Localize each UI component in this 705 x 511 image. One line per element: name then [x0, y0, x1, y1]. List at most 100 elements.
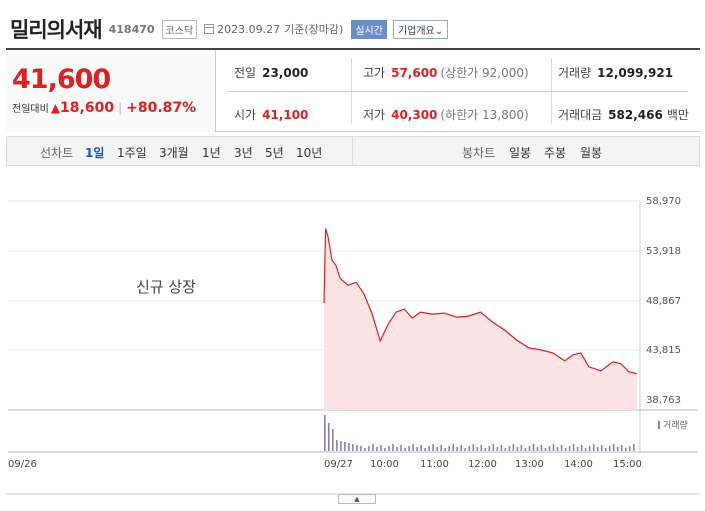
stock-name[interactable]: 밀리의서재 [10, 18, 103, 42]
tab-3y[interactable]: 3년 [234, 146, 253, 160]
volume-bar [424, 448, 426, 451]
volume-bar [488, 446, 491, 451]
volume-bar [620, 445, 623, 451]
tab-monthly[interactable]: 월봉 [580, 146, 603, 160]
realtime-button[interactable]: 실시간 [351, 19, 387, 39]
tab-1w[interactable]: 1주일 [117, 146, 147, 160]
volume-bar [324, 415, 326, 451]
price-basis: 기준(장마감) [284, 23, 344, 36]
y-tick-label: 53,918 [646, 246, 681, 257]
volume-bar [476, 447, 479, 451]
divider [228, 91, 688, 92]
y-tick-label: 58,970 [646, 196, 681, 207]
volume-bar [540, 445, 543, 451]
volume-bar [360, 446, 362, 451]
volume-bar [468, 446, 471, 451]
tab-5y[interactable]: 5년 [265, 146, 284, 160]
volume-bar [444, 448, 446, 451]
x-tick-label: 09/27 [324, 459, 353, 470]
tab-1y[interactable]: 1년 [202, 146, 221, 160]
tab-1d[interactable]: 1일 [85, 146, 105, 160]
volume-bar [564, 448, 567, 451]
volume-bar [608, 446, 611, 451]
volume-bar [368, 446, 370, 451]
volume-bar [536, 447, 539, 451]
change-line: 전일대비 ▲ 18,600 | +80.87% [12, 100, 196, 116]
volume-bar [388, 446, 390, 451]
volume-bar [480, 445, 483, 451]
tab-3m[interactable]: 3개월 [159, 146, 189, 160]
volume-bar [380, 445, 382, 451]
line-chart-label: 선차트 [40, 146, 74, 160]
volume-bar [596, 447, 599, 451]
y-tick-label: 48,867 [646, 296, 681, 307]
volume-bar [616, 447, 619, 451]
calendar-icon [204, 24, 215, 34]
chart-period-tabs: 선차트 1일 1주일 3개월 1년 3년 5년 10년 봉차트 일봉 주봉 월봉 [6, 136, 700, 166]
volume-bar [420, 445, 422, 451]
divider: | [118, 101, 123, 115]
change-label: 전일대비 [12, 104, 49, 115]
volume-bar [512, 444, 515, 451]
divider [352, 137, 353, 165]
volume-bar [592, 444, 595, 451]
volume-bar [520, 445, 523, 451]
x-tick-label: 12:00 [468, 459, 497, 470]
volume-bar [464, 448, 466, 451]
volume-bar [352, 444, 354, 451]
volume-bar [472, 444, 475, 451]
up-triangle-icon: ▲ [50, 101, 61, 115]
x-tick-label: 14:00 [564, 459, 593, 470]
price-summary: 41,600 전일대비 ▲ 18,600 | +80.87% 전일 23,000 … [6, 48, 700, 132]
volume-bar [584, 448, 587, 451]
volume-bar [416, 447, 418, 451]
volume-bar [364, 448, 366, 451]
stock-code: 418470 [108, 22, 155, 36]
volume-bar [604, 448, 607, 451]
volume-bar [332, 429, 334, 451]
volume-bar [576, 447, 579, 451]
y-tick-label: 38,763 [646, 395, 681, 406]
volume-bar [548, 446, 551, 451]
volume-bar [508, 446, 511, 451]
volume-bar [384, 448, 386, 451]
stat-amount: 거래대금 582,466 백만 [558, 108, 689, 122]
volume-bar [524, 448, 527, 451]
x-tick-label: 11:00 [420, 459, 449, 470]
volume-bar [448, 446, 450, 451]
volume-bar [376, 447, 378, 451]
price-area-fill [324, 228, 637, 410]
new-listing-note: 신규 상장 [136, 278, 196, 296]
tab-daily[interactable]: 일봉 [509, 146, 532, 160]
volume-bar [440, 445, 442, 451]
volume-bar [456, 447, 458, 451]
x-tick-label: 13:00 [515, 459, 544, 470]
volume-bar [400, 445, 402, 451]
tab-weekly[interactable]: 주봉 [544, 146, 567, 160]
volume-bar [629, 446, 631, 451]
volume-bar [484, 448, 487, 451]
volume-bar [560, 445, 563, 451]
volume-bar [336, 440, 338, 451]
header: 밀리의서재 418470 코스닥 2023.09.27 기준(장마감) 실시간 … [10, 14, 449, 44]
stat-low: 저가 40,300 (하한가 13,800) [363, 108, 529, 122]
volume-bar [532, 444, 535, 451]
x-tick-label: 10:00 [370, 459, 399, 470]
current-price-cell: 41,600 전일대비 ▲ 18,600 | +80.87% [6, 50, 216, 132]
volume-bar [528, 446, 531, 451]
volume-bar [344, 442, 346, 451]
volume-bar [588, 446, 591, 451]
stat-prev-close: 전일 23,000 [234, 66, 309, 80]
volume-bar [348, 443, 350, 451]
volume-bar [356, 445, 358, 451]
current-price: 41,600 [12, 64, 111, 95]
tab-10y[interactable]: 10년 [296, 146, 323, 160]
change-amount: 18,600 [60, 100, 115, 116]
volume-bar [633, 444, 635, 451]
company-overview-dropdown[interactable]: 기업개요⌄ [392, 19, 449, 39]
collapse-chart-button[interactable]: ▲ [338, 494, 376, 504]
volume-bar [432, 444, 434, 451]
volume-bar [572, 444, 575, 451]
